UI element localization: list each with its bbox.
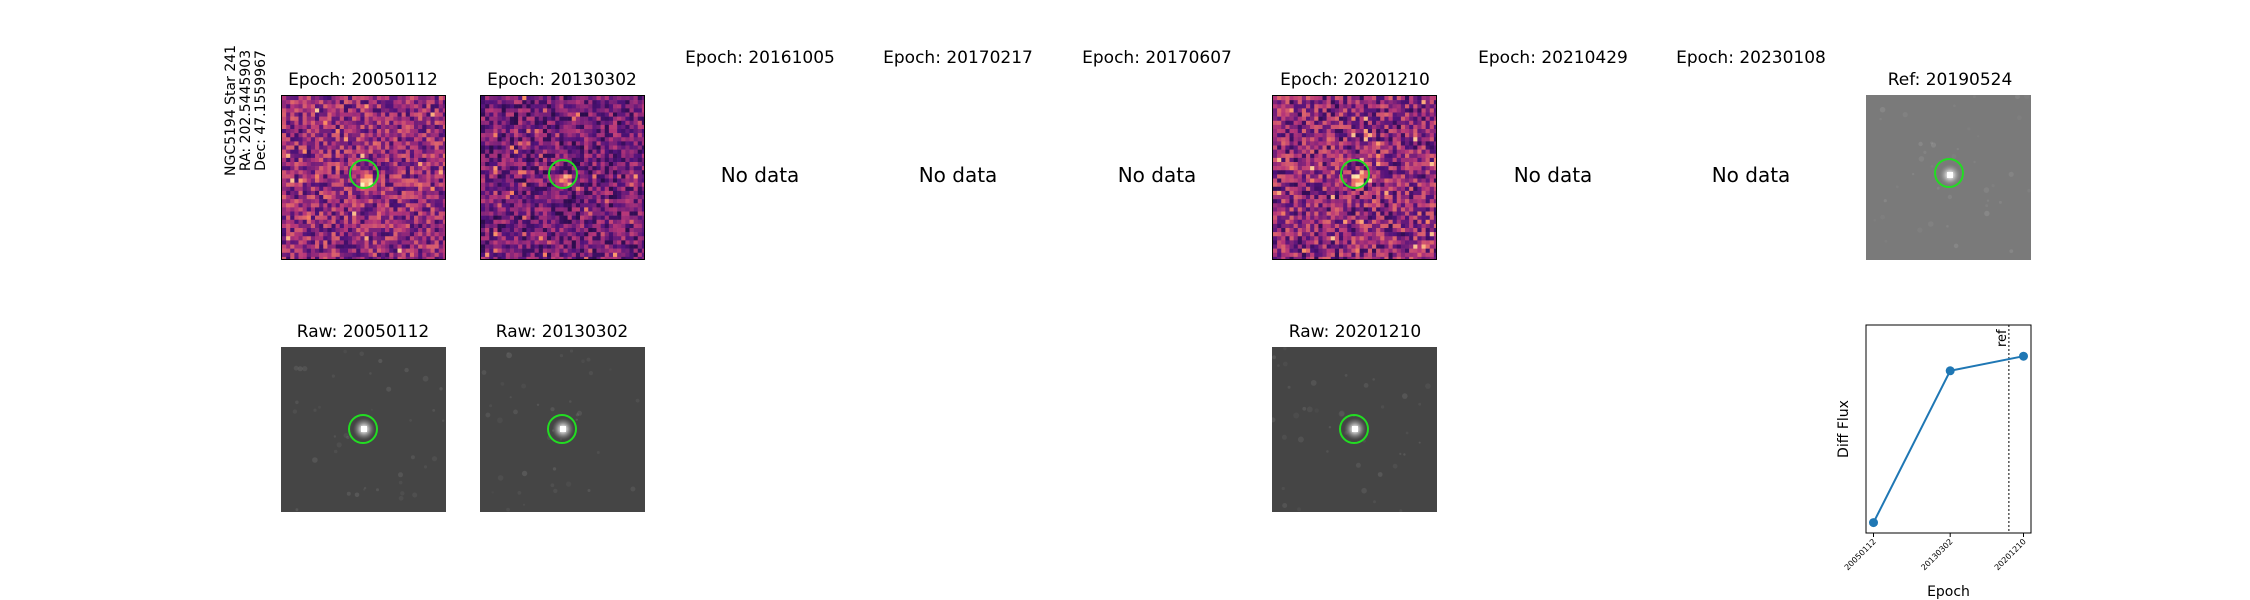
epoch-title: Epoch: 20201210 <box>1280 70 1430 90</box>
raw-title: Raw: 20130302 <box>495 322 629 342</box>
diff-image-panel <box>480 95 645 260</box>
target-circle <box>1339 414 1369 444</box>
star-ra: RA: 202.5445903 <box>238 49 254 172</box>
data-point <box>2019 351 2028 361</box>
epoch-title: Epoch: 20130302 <box>487 70 637 90</box>
epoch-title: Epoch: 20170217 <box>883 48 1033 68</box>
no-data-label: No data <box>720 163 800 187</box>
no-data-label: No data <box>918 163 998 187</box>
raw-image-panel <box>1272 347 1437 512</box>
target-circle <box>547 414 577 444</box>
plot-frame <box>1865 324 2032 534</box>
star-dec: Dec: 47.1559967 <box>253 50 269 171</box>
y-axis-label: Diff Flux <box>1836 400 1852 458</box>
data-point <box>1869 518 1878 528</box>
x-tick-label: 20201210 <box>1993 537 2028 572</box>
raw-title: Raw: 20050112 <box>296 322 430 342</box>
raw-image-panel <box>281 347 446 512</box>
raw-title: Raw: 20201210 <box>1288 322 1422 342</box>
target-circle <box>348 414 378 444</box>
target-circle <box>1340 159 1370 189</box>
x-tick-label: 20130302 <box>1919 537 1954 572</box>
star-info-label: NGC5194 Star 241 RA: 202.5445903 Dec: 47… <box>223 44 269 176</box>
x-axis-label: Epoch <box>1927 584 1970 600</box>
no-data-label: No data <box>1513 163 1593 187</box>
epoch-title: Epoch: 20050112 <box>288 70 438 90</box>
epoch-title: Epoch: 20230108 <box>1676 48 1826 68</box>
epoch-title: Epoch: 20210429 <box>1478 48 1628 68</box>
series-line <box>1872 355 2024 524</box>
ref-image-panel <box>1866 95 2031 260</box>
ref-line-label: ref <box>1995 329 2010 347</box>
light-curve-chart: ref 20050112 20130302 20201210 Epoch Diff F… <box>1836 324 2032 600</box>
diff-heatmap <box>1273 96 1436 259</box>
ref-title: Ref: 20190524 <box>1887 70 2013 90</box>
target-circle <box>1934 158 1964 188</box>
star-name: NGC5194 Star 241 <box>223 44 239 176</box>
target-circle <box>548 159 578 189</box>
diff-heatmap <box>282 96 445 259</box>
x-tick-label: 20050112 <box>1843 537 1878 572</box>
diff-image-panel <box>281 95 446 260</box>
epoch-title: Epoch: 20161005 <box>685 48 835 68</box>
no-data-label: No data <box>1117 163 1197 187</box>
raw-image-panel <box>480 347 645 512</box>
diff-image-panel <box>1272 95 1437 260</box>
data-point <box>1945 366 1955 376</box>
target-circle <box>349 159 379 189</box>
no-data-label: No data <box>1711 163 1791 187</box>
epoch-title: Epoch: 20170607 <box>1082 48 1232 68</box>
